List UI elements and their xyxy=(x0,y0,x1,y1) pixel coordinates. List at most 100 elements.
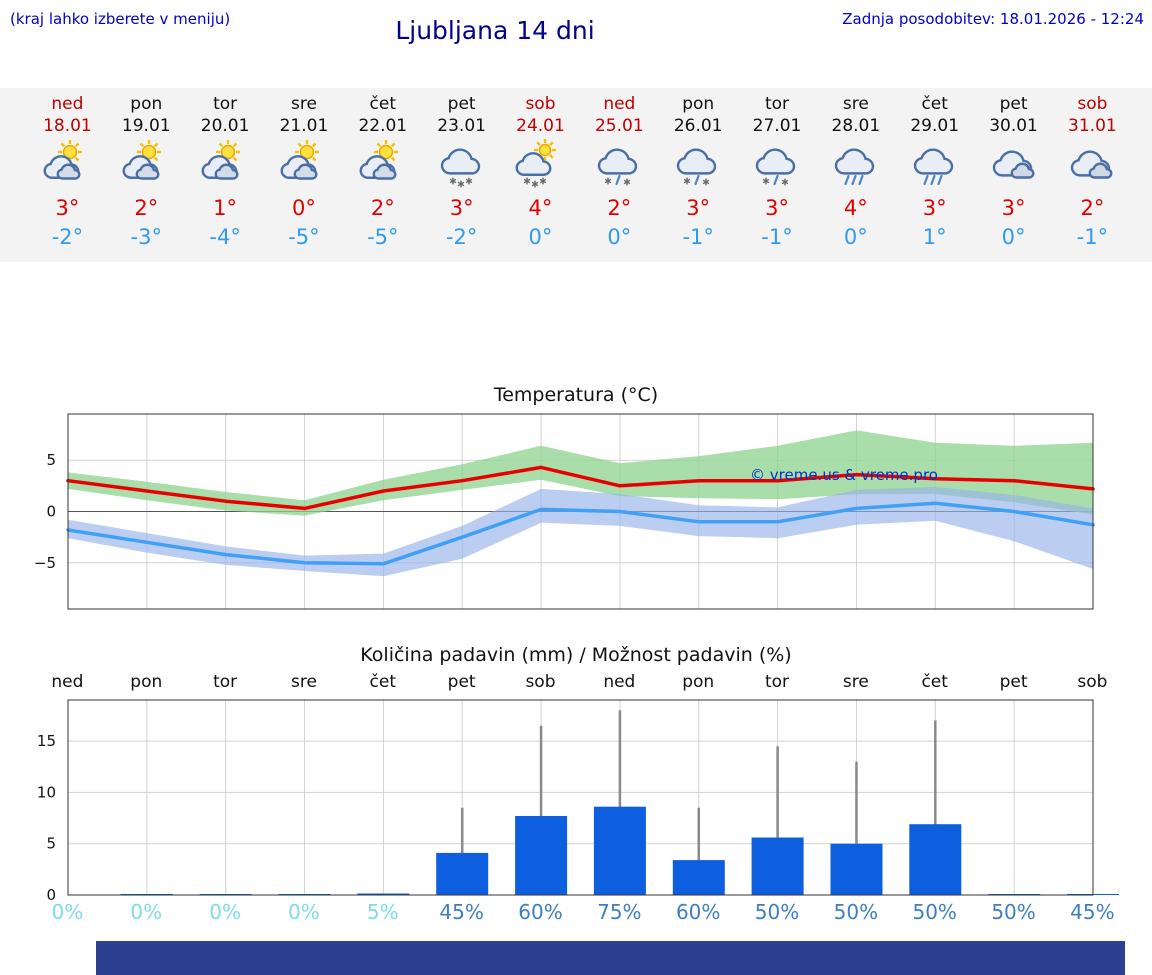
temp-max: 3° xyxy=(922,196,947,220)
day-name: pet xyxy=(447,94,476,114)
sun-cloud-snow-icon xyxy=(512,139,568,191)
temp-max: 3° xyxy=(686,196,711,220)
cloud-rain-icon xyxy=(828,139,884,191)
temp-min: 0° xyxy=(1001,225,1026,249)
menu-hint: (kraj lahko izberete v meniju) xyxy=(10,10,231,28)
temp-min: -5° xyxy=(367,225,399,249)
temp-min: -2° xyxy=(445,225,478,249)
precip-chance: 45% xyxy=(1070,900,1115,924)
temp-max: 2° xyxy=(134,196,159,220)
precip-chance: 0% xyxy=(51,900,84,924)
temperature-chart: −5 0 5 © vreme.us & vreme.pro xyxy=(0,408,1152,620)
temp-min: 0° xyxy=(843,225,868,249)
day-name: čet xyxy=(921,94,948,114)
precip-chance: 60% xyxy=(518,900,563,924)
precip-day-label: pon xyxy=(682,672,715,692)
precip-chance: 5% xyxy=(366,900,399,924)
sun-cloud-icon xyxy=(355,139,411,191)
svg-text:10: 10 xyxy=(37,783,56,801)
day-date: 30.01 xyxy=(989,116,1038,136)
precip-chance: 75% xyxy=(597,900,642,924)
day-column: pon 19.01 2° -3° xyxy=(107,88,186,250)
sun-cloud-icon xyxy=(39,139,95,191)
forecast-strip: ned 18.01 3° -2° pon 19.01 2° -3° tor 20.01 1° -4° s… xyxy=(0,88,1152,262)
day-name: pet xyxy=(999,94,1028,114)
temp-min: 0° xyxy=(528,225,553,249)
precip-day-label: tor xyxy=(213,672,238,692)
temp-min: -1° xyxy=(761,225,793,249)
day-column: čet 22.01 2° -5° xyxy=(343,88,422,250)
cloud-rain-icon xyxy=(907,139,963,191)
svg-text:0: 0 xyxy=(46,886,56,900)
day-date: 22.01 xyxy=(358,116,408,136)
temp-min: 0° xyxy=(607,225,632,249)
day-date: 26.01 xyxy=(673,116,723,136)
temp-min: -5° xyxy=(288,225,320,249)
cloud-icon xyxy=(986,139,1042,191)
day-date: 19.01 xyxy=(121,116,171,136)
precip-percent-row: 0% 0% 0% 0% 5% 45% 60% 75% 60% 50% 50% 50% 50% 45% xyxy=(28,900,1132,924)
sun-cloud-icon xyxy=(197,139,253,191)
precip-chance: 50% xyxy=(833,900,879,924)
day-name: tor xyxy=(764,94,790,114)
precip-day-label: sre xyxy=(290,672,317,692)
day-date: 31.01 xyxy=(1068,116,1117,136)
sun-cloud-icon xyxy=(118,139,174,191)
cloud-sleet-icon xyxy=(670,139,726,191)
day-columns: ned 18.01 3° -2° pon 19.01 2° -3° tor 20.01 1° -4° s… xyxy=(28,88,1132,250)
svg-text:© vreme.us & vreme.pro: © vreme.us & vreme.pro xyxy=(750,466,938,484)
precipitation-chart-title: Količina padavin (mm) / Možnost padavin … xyxy=(360,644,792,666)
day-column: tor 20.01 1° -4° xyxy=(186,88,265,250)
temp-max: 3° xyxy=(449,196,474,220)
cloud-sleet-icon xyxy=(749,139,805,191)
precip-chance: 0% xyxy=(209,900,241,924)
cloud-sleet-icon xyxy=(591,139,647,191)
temp-max: 3° xyxy=(55,196,80,220)
day-name: sob xyxy=(1077,94,1108,114)
svg-text:−5: −5 xyxy=(34,554,56,572)
day-column: pet 30.01 3° 0° xyxy=(974,88,1053,250)
precip-day-label: pet xyxy=(999,672,1028,692)
last-updated: Zadnja posodobitev: 18.01.2026 - 12:24 xyxy=(842,10,1144,28)
day-column: sob 31.01 2° -1° xyxy=(1053,88,1132,250)
precip-day-label: čet xyxy=(369,672,397,692)
precip-chance: 45% xyxy=(439,900,484,924)
cloud-snow-icon xyxy=(434,139,490,191)
precip-day-labels: ned pon tor sre čet pet sob ned pon tor sre čet pet s… xyxy=(28,672,1132,692)
precip-day-label: čet xyxy=(921,672,948,692)
day-date: 23.01 xyxy=(437,116,486,136)
temp-max: 3° xyxy=(1001,196,1026,220)
day-column: tor 27.01 3° -1° xyxy=(738,88,817,250)
temp-min: -1° xyxy=(682,225,714,249)
footer-bar xyxy=(96,941,1125,975)
temp-max: 2° xyxy=(370,196,395,220)
precip-day-label: tor xyxy=(764,672,790,692)
day-date: 18.01 xyxy=(43,116,92,136)
day-column: pet 23.01 3° -2° xyxy=(422,88,501,250)
temp-min: -3° xyxy=(130,225,162,249)
precip-day-label: pet xyxy=(447,672,476,692)
precip-chance: 50% xyxy=(991,900,1036,924)
day-name: pon xyxy=(130,94,163,114)
temp-max: 0° xyxy=(292,196,316,220)
temp-max: 4° xyxy=(528,196,553,220)
precip-day-label: sre xyxy=(842,672,869,692)
day-column: pon 26.01 3° -1° xyxy=(659,88,738,250)
day-date: 25.01 xyxy=(594,116,644,136)
day-column: čet 29.01 3° 1° xyxy=(895,88,974,250)
day-date: 20.01 xyxy=(200,116,250,136)
day-name: sre xyxy=(290,94,317,114)
day-name: ned xyxy=(603,94,636,114)
temp-max: 2° xyxy=(607,196,632,220)
svg-text:5: 5 xyxy=(46,451,56,469)
svg-text:15: 15 xyxy=(37,732,56,750)
day-name: sob xyxy=(525,94,556,114)
day-name: pon xyxy=(682,94,715,114)
day-name: tor xyxy=(213,94,238,114)
day-column: sre 28.01 4° 0° xyxy=(816,88,895,250)
precip-chance: 50% xyxy=(912,900,957,924)
day-date: 21.01 xyxy=(279,116,329,136)
day-name: ned xyxy=(51,94,84,114)
precip-chance: 50% xyxy=(754,900,800,924)
